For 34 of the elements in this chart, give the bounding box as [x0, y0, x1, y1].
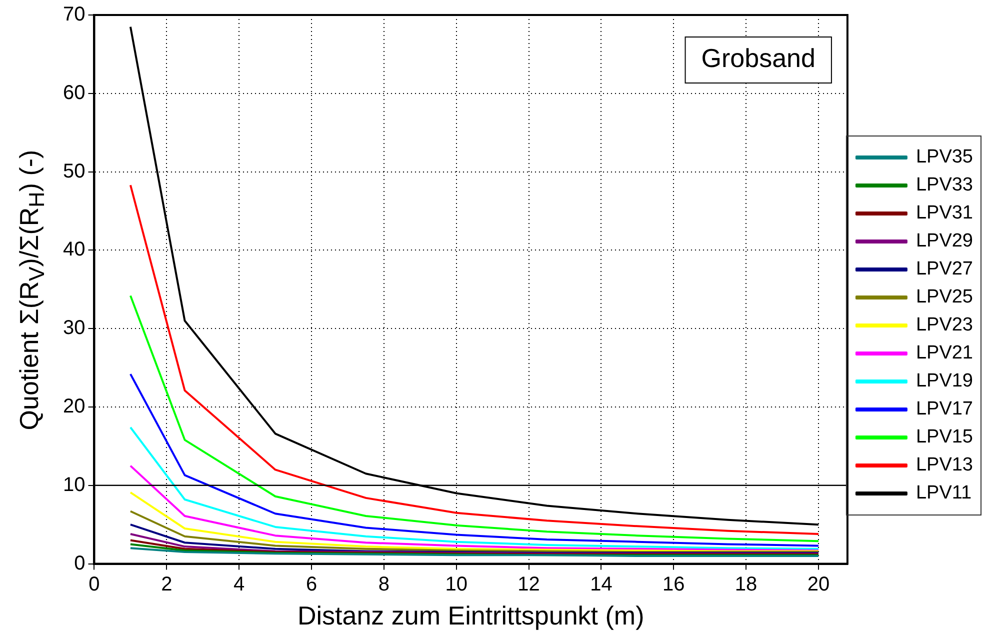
- legend-label: LPV19: [916, 370, 973, 392]
- legend-label: LPV11: [916, 482, 972, 504]
- legend-label: LPV27: [916, 258, 973, 280]
- x-tick-label: 10: [445, 573, 468, 596]
- legend-label: LPV31: [916, 202, 973, 224]
- y-tick-label: 60: [62, 82, 86, 104]
- y-tick-label: 20: [62, 396, 86, 418]
- x-tick-label: 8: [378, 573, 390, 596]
- x-tick-label: 18: [734, 573, 758, 596]
- legend-label: LPV23: [916, 314, 973, 336]
- x-tick-label: 4: [234, 573, 245, 596]
- x-tick-label: 16: [662, 573, 685, 596]
- y-tick-label: 30: [62, 317, 86, 340]
- x-tick-label: 2: [161, 573, 172, 596]
- annotation: Grobsand: [701, 43, 816, 74]
- x-tick-label: 0: [88, 573, 100, 596]
- legend-label: LPV21: [916, 342, 973, 364]
- legend-label: LPV33: [916, 174, 973, 196]
- y-tick-label: 10: [62, 474, 86, 496]
- legend-label: LPV15: [916, 426, 973, 448]
- y-tick-label: 50: [62, 160, 86, 182]
- legend-label: LPV25: [916, 286, 973, 308]
- y-tick-label: 70: [62, 4, 86, 26]
- x-tick-label: 12: [518, 573, 540, 596]
- legend-label: LPV13: [916, 454, 973, 476]
- y-tick-label: 0: [74, 552, 86, 574]
- legend-label: LPV35: [916, 146, 973, 168]
- x-tick-label: 6: [306, 573, 318, 596]
- x-tick-label: 14: [590, 573, 612, 596]
- x-tick-label: 20: [807, 573, 830, 596]
- y-tick-label: 40: [62, 238, 86, 261]
- legend-label: LPV17: [916, 398, 973, 420]
- x-axis-title: Distanz zum Eintrittspunkt (m): [297, 600, 644, 631]
- legend-label: LPV29: [916, 230, 973, 252]
